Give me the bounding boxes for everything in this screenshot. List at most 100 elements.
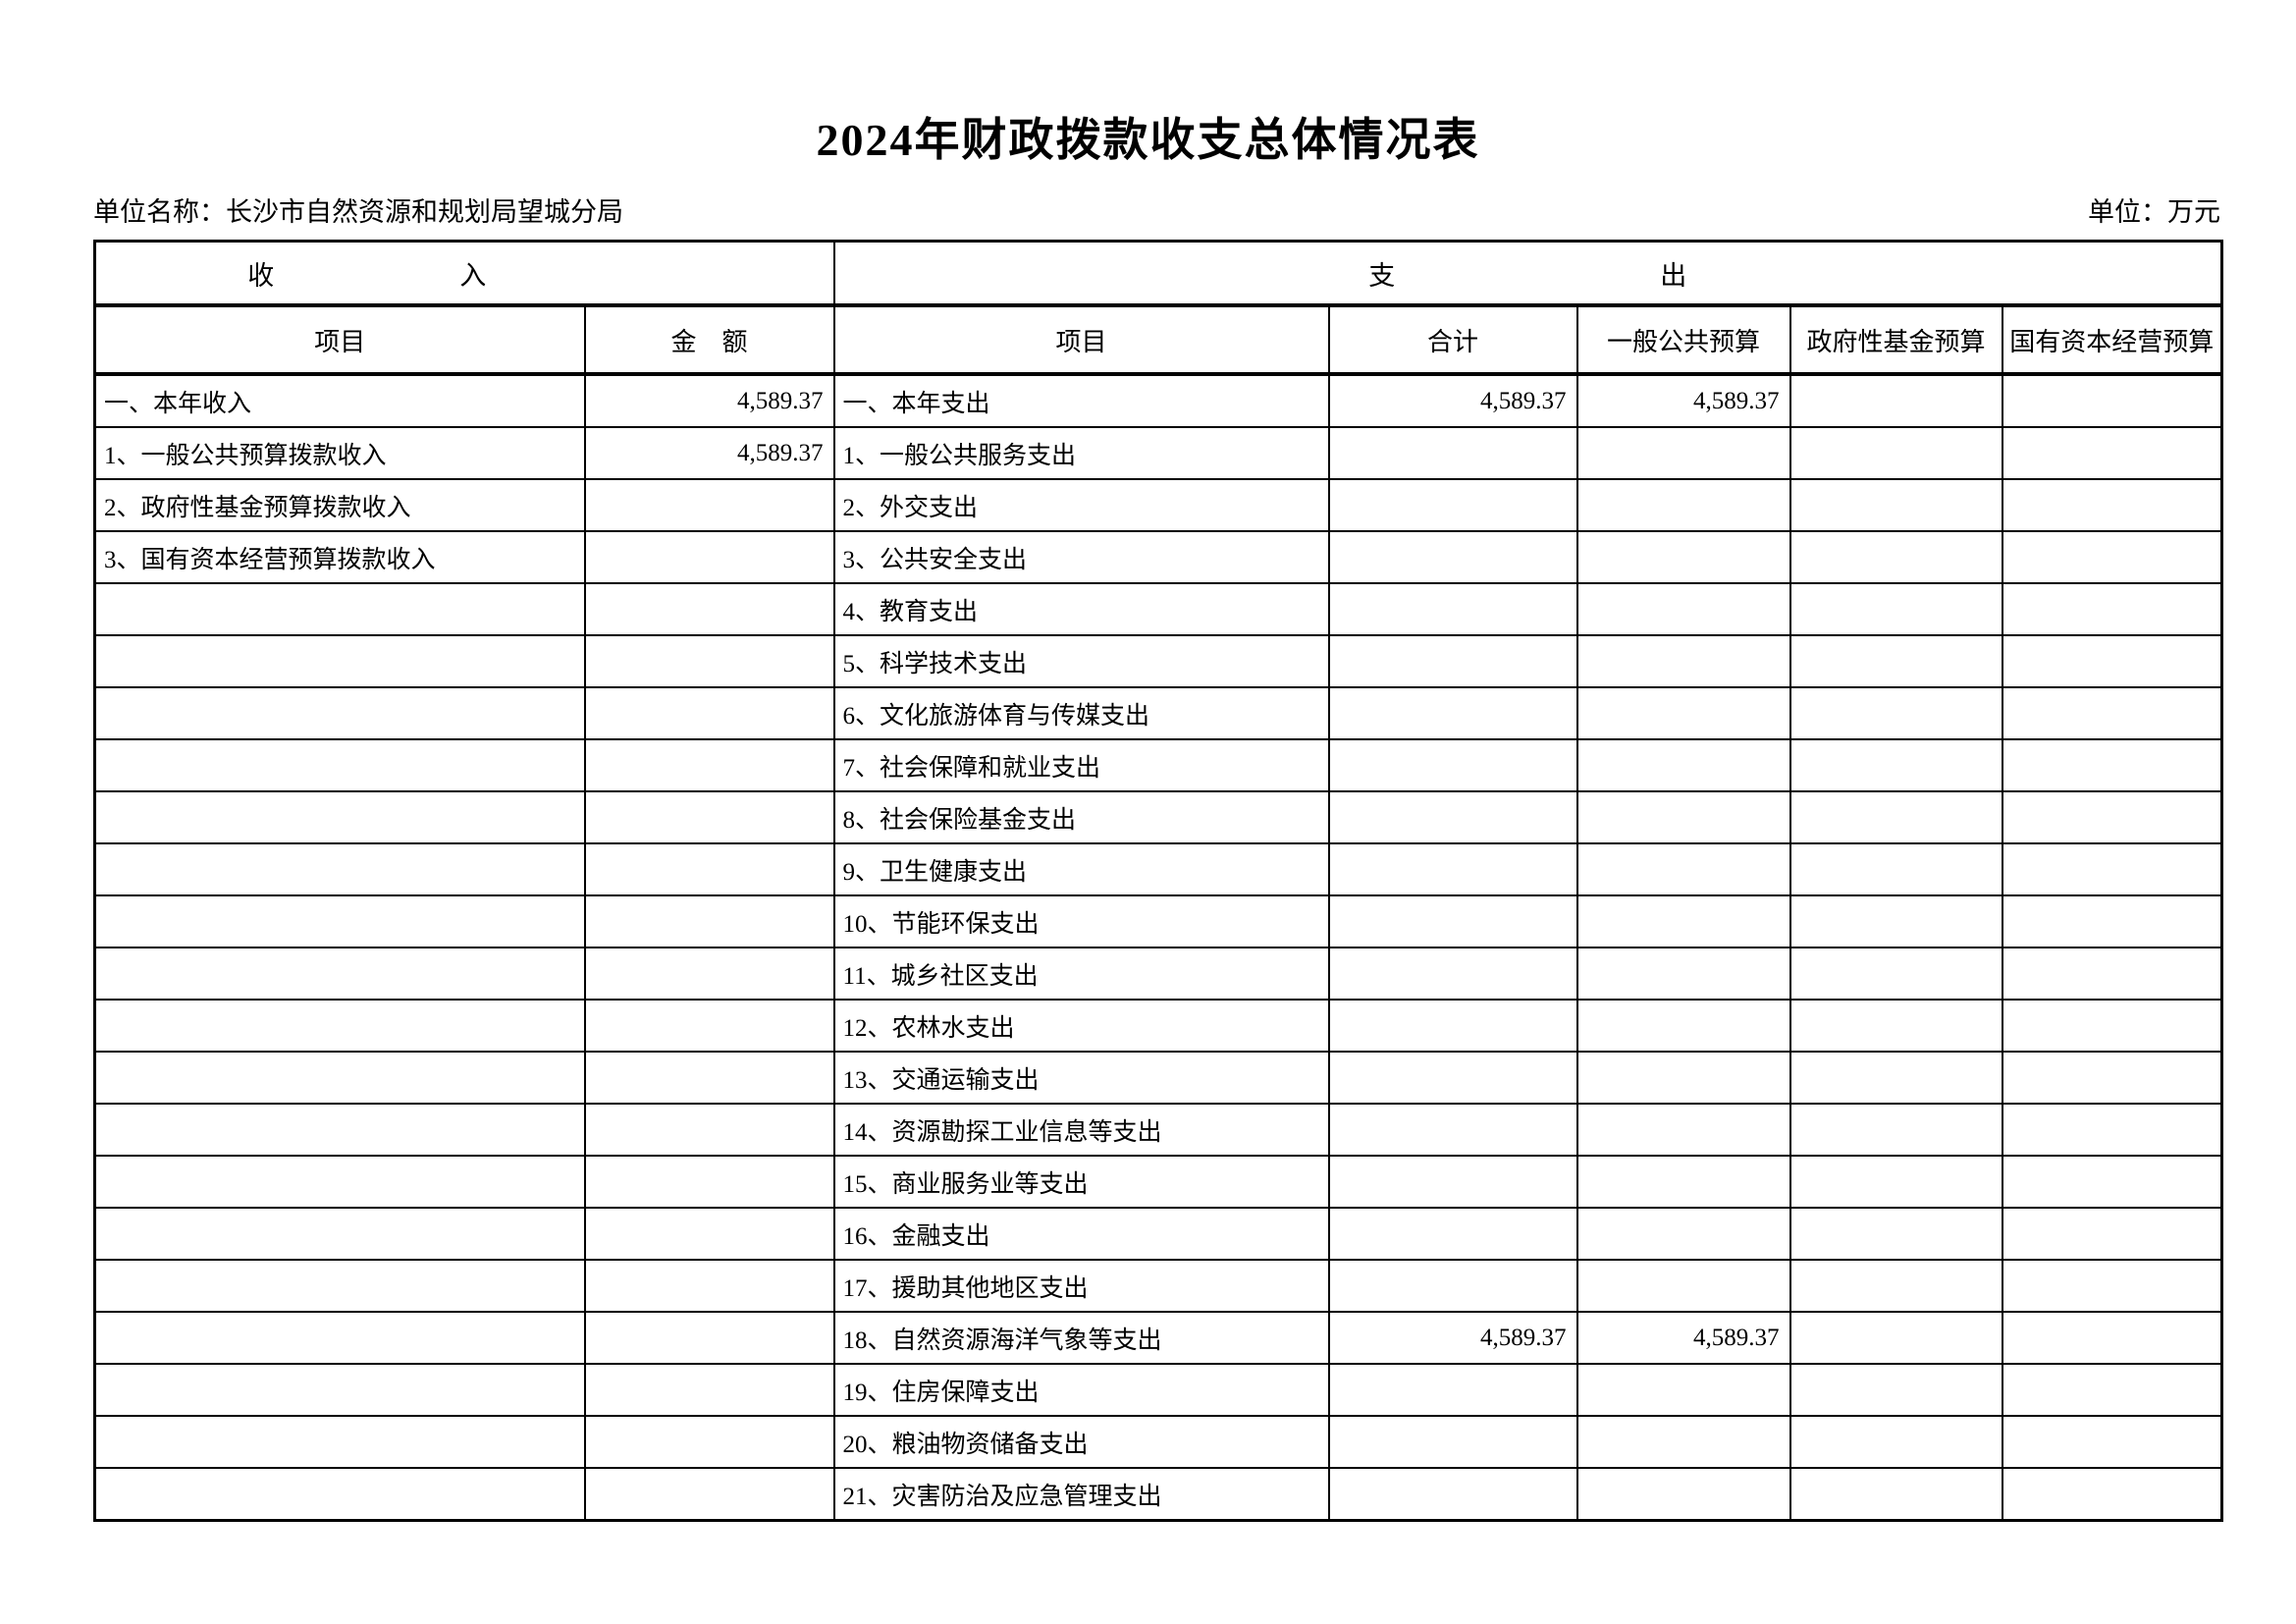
exp-item-cell: 13、交通运输支出 (832, 1051, 1330, 1105)
exp-statecap-budget-cell (2001, 738, 2223, 792)
exp-statecap-budget-cell (2001, 1155, 2223, 1209)
exp-total-cell (1327, 1051, 1578, 1105)
table-row: 4、教育支出 (93, 582, 2223, 636)
exp-statecap-budget-cell (2001, 947, 2223, 1001)
exp-item-cell: 2、外交支出 (832, 478, 1330, 532)
exp-total-cell (1327, 1415, 1578, 1469)
exp-general-budget-cell (1575, 790, 1791, 844)
exp-govfund-budget-cell (1789, 373, 2003, 428)
income-amount-cell (583, 947, 835, 1001)
meta-row: 单位名称：长沙市自然资源和规划局望城分局 单位：万元 (93, 196, 2220, 228)
exp-govfund-budget-cell (1789, 738, 2003, 792)
exp-item-cell: 17、援助其他地区支出 (832, 1259, 1330, 1313)
table-row: 10、节能环保支出 (93, 894, 2223, 948)
income-amount-header: 金 额 (583, 304, 835, 376)
exp-item-cell: 8、社会保险基金支出 (832, 790, 1330, 844)
exp-statecap-budget-cell (2001, 999, 2223, 1053)
exp-statecap-budget-cell (2001, 634, 2223, 688)
exp-item-cell: 10、节能环保支出 (832, 894, 1330, 948)
exp-general-budget-cell (1575, 1363, 1791, 1417)
exp-total-cell (1327, 1467, 1578, 1522)
exp-general-budget-cell (1575, 530, 1791, 584)
exp-item-cell: 6、文化旅游体育与传媒支出 (832, 686, 1330, 740)
exp-statecap-budget-cell (2001, 478, 2223, 532)
exp-item-cell: 7、社会保障和就业支出 (832, 738, 1330, 792)
exp-general-budget-cell (1575, 1415, 1791, 1469)
exp-item-cell: 11、城乡社区支出 (832, 947, 1330, 1001)
exp-statecap-budget-cell (2001, 842, 2223, 896)
exp-govfund-budget-cell (1789, 582, 2003, 636)
table-row: 2、政府性基金预算拨款收入 2、外交支出 (93, 478, 2223, 532)
exp-total-cell: 4,589.37 (1327, 1311, 1578, 1365)
exp-govfund-budget-cell (1789, 426, 2003, 480)
exp-total-cell (1327, 947, 1578, 1001)
exp-general-budget-cell (1575, 634, 1791, 688)
income-amount-cell (583, 582, 835, 636)
income-amount-cell (583, 1207, 835, 1261)
table-row: 7、社会保障和就业支出 (93, 738, 2223, 792)
table-body: 一、本年收入 4,589.37 一、本年支出 4,589.37 4,589.37 1、一般… (93, 373, 2223, 1522)
exp-govfund-budget-cell (1789, 686, 2003, 740)
income-item-cell (93, 738, 586, 792)
table-row: 8、社会保险基金支出 (93, 790, 2223, 844)
income-amount-cell (583, 1259, 835, 1313)
income-amount-cell: 4,589.37 (583, 426, 835, 480)
state-capital-budget-header: 国有资本经营预算 (2001, 304, 2223, 376)
unit-name-label: 单位名称：长沙市自然资源和规划局望城分局 (93, 197, 623, 227)
exp-general-budget-cell (1575, 1207, 1791, 1261)
exp-govfund-budget-cell (1789, 1467, 2003, 1522)
exp-govfund-budget-cell (1789, 1259, 2003, 1313)
table-row: 21、灾害防治及应急管理支出 (93, 1467, 2223, 1522)
exp-total-cell (1327, 842, 1578, 896)
exp-govfund-budget-cell (1789, 999, 2003, 1053)
exp-total-cell: 4,589.37 (1327, 373, 1578, 428)
exp-general-budget-cell (1575, 1467, 1791, 1522)
exp-general-budget-cell (1575, 478, 1791, 532)
general-public-budget-header: 一般公共预算 (1575, 304, 1791, 376)
exp-statecap-budget-cell (2001, 582, 2223, 636)
income-item-cell (93, 1311, 586, 1365)
exp-general-budget-cell (1575, 1155, 1791, 1209)
exp-statecap-budget-cell (2001, 426, 2223, 480)
income-item-cell: 一、本年收入 (93, 373, 586, 428)
exp-govfund-budget-cell (1789, 1415, 2003, 1469)
income-amount-cell (583, 686, 835, 740)
exp-item-cell: 5、科学技术支出 (832, 634, 1330, 688)
exp-item-cell: 16、金融支出 (832, 1207, 1330, 1261)
exp-total-cell (1327, 1207, 1578, 1261)
table-row: 14、资源勘探工业信息等支出 (93, 1103, 2223, 1157)
table-row: 19、住房保障支出 (93, 1363, 2223, 1417)
exp-govfund-budget-cell (1789, 1155, 2003, 1209)
exp-general-budget-cell (1575, 582, 1791, 636)
income-amount-cell (583, 1155, 835, 1209)
table-row: 6、文化旅游体育与传媒支出 (93, 686, 2223, 740)
exp-statecap-budget-cell (2001, 373, 2223, 428)
currency-unit-label: 单位：万元 (2088, 197, 2220, 227)
exp-total-cell (1327, 790, 1578, 844)
income-item-cell (93, 1467, 586, 1522)
exp-general-budget-cell (1575, 999, 1791, 1053)
income-amount-cell (583, 738, 835, 792)
income-item-cell (93, 790, 586, 844)
exp-statecap-budget-cell (2001, 1311, 2223, 1365)
exp-item-cell: 3、公共安全支出 (832, 530, 1330, 584)
income-item-cell (93, 1207, 586, 1261)
exp-total-cell (1327, 1259, 1578, 1313)
exp-general-budget-cell (1575, 894, 1791, 948)
exp-total-cell (1327, 426, 1578, 480)
income-amount-cell (583, 1103, 835, 1157)
exp-total-cell (1327, 634, 1578, 688)
table-row: 18、自然资源海洋气象等支出 4,589.37 4,589.37 (93, 1311, 2223, 1365)
income-amount-cell (583, 1311, 835, 1365)
exp-govfund-budget-cell (1789, 1363, 2003, 1417)
income-amount-cell (583, 842, 835, 896)
exp-govfund-budget-cell (1789, 478, 2003, 532)
income-item-cell (93, 842, 586, 896)
exp-general-budget-cell: 4,589.37 (1575, 1311, 1791, 1365)
income-amount-cell (583, 1363, 835, 1417)
income-item-cell (93, 1103, 586, 1157)
income-item-cell (93, 1415, 586, 1469)
exp-total-cell (1327, 738, 1578, 792)
exp-total-cell (1327, 894, 1578, 948)
